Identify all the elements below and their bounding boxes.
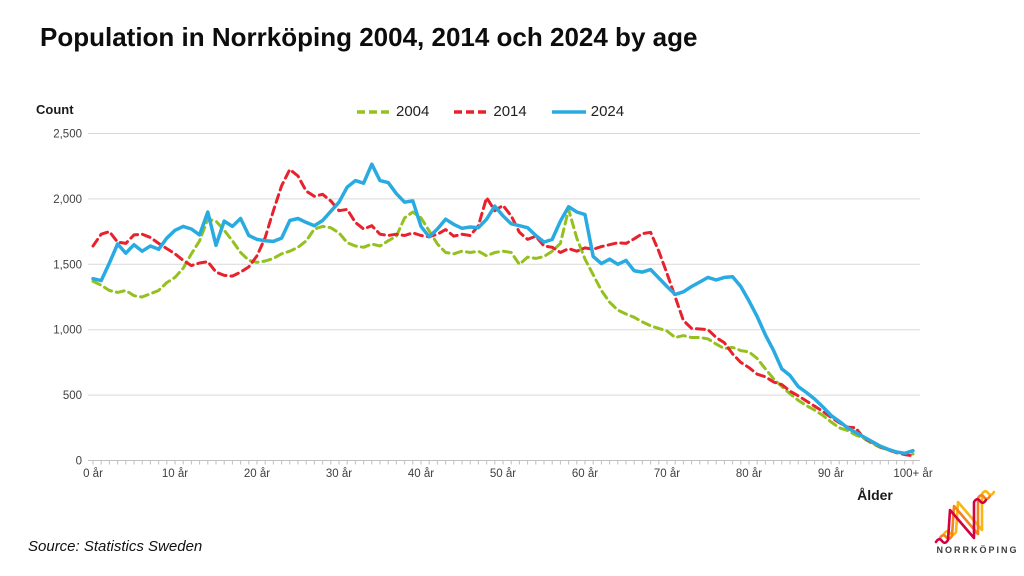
x-tick-label: 20 år (244, 468, 270, 480)
legend-item-2014: 2014 (453, 103, 527, 120)
norrkoping-logo-text: NORRKÖPING (936, 545, 1019, 555)
legend-label-2014: 2014 (493, 103, 527, 120)
y-tick-label: 0 (76, 456, 82, 468)
x-tick-label: 40 år (408, 468, 434, 480)
x-tick-label: 50 år (490, 468, 516, 480)
x-tick-label: 90 år (818, 468, 844, 480)
y-axis-title: Count (36, 102, 74, 117)
legend-swatch-2014-line (454, 109, 489, 114)
series-line-2014 (91, 168, 915, 458)
y-tick-label: 2,500 (53, 129, 82, 141)
x-tick-label: 0 år (83, 468, 103, 480)
x-tick-label: 70 år (654, 468, 680, 480)
legend-item-2024: 2024 (551, 103, 624, 120)
x-axis-title: Ålder (857, 487, 893, 503)
norrkoping-logo: NORRKÖPING (930, 482, 1024, 562)
x-tick-label: 100+ år (893, 468, 932, 480)
source-note: Source: Statistics Sweden (28, 538, 203, 555)
x-tick-label: 60 år (572, 468, 598, 480)
series-line-2024 (91, 162, 915, 456)
logo-stroke-orange (938, 493, 992, 541)
y-tick-label: 500 (63, 390, 82, 402)
x-tick-label: 10 år (162, 468, 188, 480)
legend-item-2004: 2004 (356, 103, 429, 120)
legend-label-2004: 2004 (396, 103, 430, 120)
y-tick-label: 1,000 (53, 325, 82, 337)
norrkoping-logo-mark (934, 489, 996, 545)
page-title: Population in Norrköping 2004, 2014 och … (40, 22, 698, 52)
y-tick-label: 2,000 (53, 194, 82, 206)
legend-swatch-2004-line (357, 109, 391, 114)
y-tick-label: 1,500 (53, 259, 82, 271)
logo-stroke-crimson (934, 497, 988, 545)
x-tick-label: 80 år (736, 468, 762, 480)
legend-label-2024: 2024 (590, 103, 625, 120)
legend-swatch-2024-line (551, 109, 586, 114)
x-tick-label: 30 år (326, 468, 352, 480)
chart-legend: 2004 2014 2024 (356, 103, 624, 120)
